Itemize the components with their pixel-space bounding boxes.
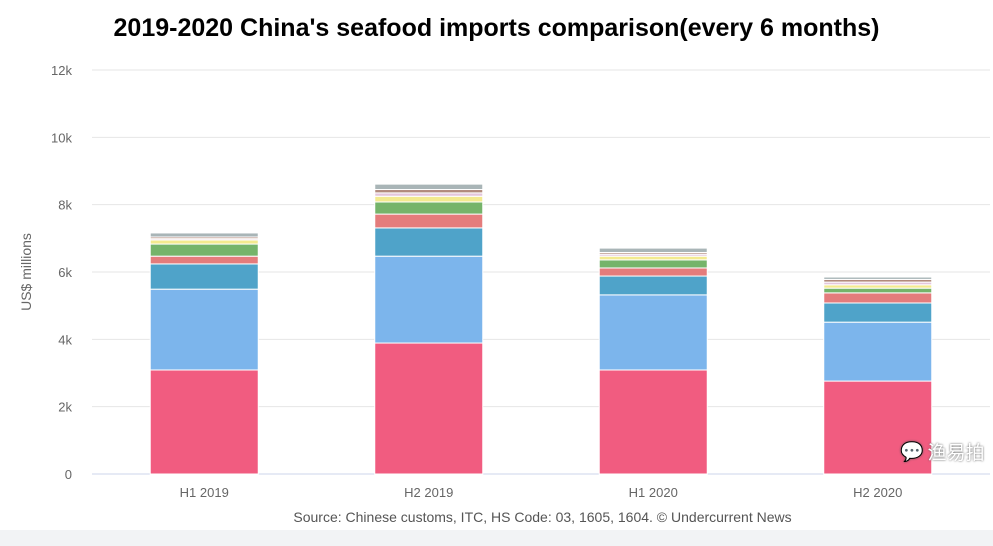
- x-axis-ticks: H1 2019 H2 2019 H1 2020 H2 2020: [180, 485, 903, 500]
- bar-segment-h2-2020-s9: [823, 276, 933, 280]
- wechat-icon: 💬: [900, 441, 924, 463]
- bar-segment-h1-2019-s9: [149, 232, 259, 238]
- bar-segment-h2-2019-s6: [374, 195, 484, 203]
- x-tick-label: H2 2019: [404, 485, 453, 500]
- y-tick-label: 8k: [58, 198, 72, 213]
- x-tick-label: H1 2020: [629, 485, 678, 500]
- bar-segment-h2-2019-s7: [374, 192, 484, 197]
- bar-segment-h2-2019-s4: [374, 213, 484, 229]
- x-tick-label: H2 2020: [853, 485, 902, 500]
- bar-segment-h2-2020-s3: [823, 302, 933, 323]
- bar-segment-h1-2019-s1: [149, 369, 259, 475]
- y-tick-label: 0: [65, 467, 72, 482]
- bar-segment-h2-2019-s5: [374, 201, 484, 215]
- bar-segment-h1-2019-s6: [149, 239, 259, 245]
- chart-title: 2019-2020 China's seafood imports compar…: [113, 14, 880, 42]
- bar-segment-h2-2020-s4: [823, 292, 933, 304]
- y-tick-label: 2k: [58, 400, 72, 415]
- bars: [149, 183, 933, 475]
- y-tick-label: 4k: [58, 332, 72, 347]
- bar-segment-h1-2020-s2: [598, 294, 708, 371]
- bar-segment-h2-2020-s1: [823, 380, 933, 475]
- chart-source: Source: Chinese customs, ITC, HS Code: 0…: [293, 509, 792, 525]
- bar-segment-h1-2020-s5: [598, 259, 708, 269]
- bar-segment-h2-2019-s8: [374, 189, 484, 194]
- bar-segment-h1-2020-s9: [598, 247, 708, 253]
- stacked-bar-chart: 0 2k 4k 6k 8k 10k 12k H1 2019 H2 2019 H1 2020 H2 …: [18, 63, 990, 500]
- bar-segment-h2-2020-s6: [823, 284, 933, 289]
- y-tick-label: 12k: [51, 63, 72, 78]
- bar-segment-h1-2019-s3: [149, 263, 259, 290]
- bottom-band: [0, 530, 993, 546]
- bar-segment-h2-2019-s3: [374, 227, 484, 257]
- bar-segment-h1-2019-s2: [149, 288, 259, 371]
- bar-segment-h2-2019-s9: [374, 183, 484, 191]
- watermark: 💬 渔易拍: [900, 438, 985, 465]
- y-axis-label: US$ millions: [18, 233, 34, 311]
- bar-segment-h1-2020-s4: [598, 267, 708, 277]
- bar-segment-h2-2020-s5: [823, 287, 933, 294]
- bar-segment-h1-2019-s5: [149, 243, 259, 257]
- y-tick-label: 6k: [58, 265, 72, 280]
- bar-segment-h1-2020-s3: [598, 275, 708, 296]
- y-tick-label: 10k: [51, 130, 72, 145]
- x-tick-label: H1 2019: [180, 485, 229, 500]
- bar-segment-h1-2020-s1: [598, 369, 708, 475]
- bar-segment-h2-2019-s2: [374, 255, 484, 344]
- bar-segment-h2-2020-s2: [823, 321, 933, 382]
- bar-segment-h2-2019-s1: [374, 342, 484, 475]
- watermark-text: 渔易拍: [927, 443, 985, 464]
- y-axis-ticks: 0 2k 4k 6k 8k 10k 12k: [51, 63, 72, 482]
- bar-segment-h1-2019-s4: [149, 255, 259, 265]
- bar-segment-h1-2020-s6: [598, 255, 708, 261]
